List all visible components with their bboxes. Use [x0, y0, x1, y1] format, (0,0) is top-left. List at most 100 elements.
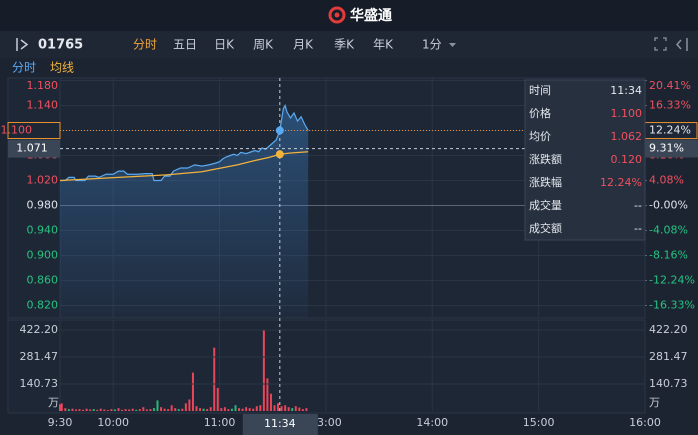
volume-bar	[294, 406, 297, 411]
legend-entry: 分时	[12, 61, 36, 75]
volume-bar	[82, 409, 85, 411]
tab[interactable]: 五日	[173, 38, 197, 52]
volume-bar	[124, 409, 127, 411]
volume-bar	[291, 408, 294, 411]
crosshair-x-box	[242, 414, 318, 435]
volume-bar	[277, 403, 280, 411]
volume-bar	[230, 408, 233, 411]
crosshair-dot	[275, 126, 284, 135]
y-tick-label: 0.980	[27, 199, 59, 212]
volume-bar	[110, 409, 113, 411]
tooltip	[524, 79, 646, 241]
tooltip-label: 时间	[529, 84, 551, 97]
tooltip-label: 均价	[529, 130, 551, 143]
volume-bar	[103, 409, 106, 411]
volume-bar	[142, 407, 145, 411]
legend-entry: 均线	[50, 61, 74, 75]
volume-bar	[223, 407, 226, 411]
volume-bar	[234, 405, 237, 411]
volume-bar	[252, 408, 255, 411]
tab[interactable]: 分时	[133, 38, 157, 52]
y-tick-label: 0.900	[27, 249, 59, 262]
volume-bar	[184, 403, 187, 411]
crosshair-y2-box	[645, 139, 698, 158]
y-tick-label: 0.940	[27, 224, 59, 237]
volume-bar	[191, 372, 194, 411]
tooltip-label: 成交额	[529, 221, 562, 235]
price-area	[60, 105, 309, 318]
fullscreen-icon[interactable]	[654, 37, 667, 51]
volume-bar	[259, 405, 262, 411]
tab[interactable]: 日K	[214, 38, 235, 52]
stock-code: 01765	[38, 38, 83, 53]
tooltip-value: --	[634, 222, 642, 235]
brand: 华盛通	[350, 7, 392, 24]
dropdown-arrow[interactable]	[449, 43, 456, 47]
volume-bar	[287, 407, 290, 411]
volume-bar	[188, 399, 191, 411]
tooltip-value: 11:34	[610, 84, 642, 97]
volume-bar	[74, 409, 77, 411]
volume-bar	[167, 409, 170, 411]
volume-bar	[152, 408, 155, 411]
volume-bar	[106, 410, 109, 411]
tab[interactable]: 季K	[334, 38, 355, 52]
crosshair-dot	[275, 150, 284, 159]
volume-bar	[60, 403, 63, 411]
volume-bar	[220, 408, 223, 411]
toolbar	[0, 31, 698, 58]
volume-bar	[67, 409, 70, 411]
y2-tick-label: -12.24%	[649, 273, 695, 286]
crosshair-y-box	[8, 139, 60, 158]
collapse-icon[interactable]	[675, 38, 688, 51]
tooltip-label: 价格	[529, 106, 551, 120]
tooltip-value: --	[634, 199, 642, 212]
volume-bar	[181, 408, 184, 411]
x-tick-label: 16:00	[629, 416, 661, 429]
volume-bar	[96, 409, 99, 411]
volume-bar	[213, 347, 216, 411]
crosshair-y2-label: 9.31%	[649, 141, 684, 154]
volume-bar	[89, 409, 92, 411]
volume-bar	[145, 409, 148, 411]
y2-tick-label: -16.33%	[649, 299, 695, 312]
y-tick-label: 1.140	[27, 99, 59, 112]
brand-logo	[328, 6, 346, 24]
volume-bar	[255, 406, 258, 411]
tooltip-value: 12.24%	[600, 176, 642, 189]
volume-bar	[305, 408, 308, 411]
volume-bar	[301, 409, 304, 411]
volume-bar	[117, 408, 120, 411]
y2-tick-label: -0.00%	[649, 199, 688, 212]
x-tick-label: 10:00	[97, 416, 129, 429]
back-icon[interactable]	[16, 38, 29, 51]
y-tick-label: 0.860	[27, 274, 59, 287]
y2-tick-label: -8.16%	[649, 248, 688, 261]
volume-bar	[241, 408, 244, 411]
volume-bar	[138, 409, 141, 411]
volume-panel	[7, 319, 646, 414]
volume-bar	[64, 408, 67, 411]
volume-bar	[163, 408, 166, 411]
volume-bar	[160, 407, 163, 411]
volume-bar	[199, 408, 202, 411]
tab[interactable]: 年K	[373, 38, 394, 52]
volume-bar	[195, 406, 198, 411]
interval-select[interactable]: 1分	[422, 38, 442, 52]
volume-bar	[131, 408, 134, 411]
y2-tick-label: 16.33%	[649, 98, 691, 111]
crosshair-y-label: 1.071	[16, 142, 48, 155]
volume-bar	[284, 405, 287, 411]
volume-bar	[170, 405, 173, 411]
tab[interactable]: 月K	[293, 38, 314, 52]
y2-tick-label: 4.08%	[649, 174, 684, 187]
x-tick-label: 15:00	[523, 416, 555, 429]
volume-bar	[227, 409, 230, 411]
tab[interactable]: 周K	[253, 38, 274, 52]
volume-bar	[121, 409, 124, 411]
last-price-label: 1.100	[1, 124, 33, 137]
y2-tick-label: -4.08%	[649, 223, 688, 236]
volume-bar	[92, 409, 95, 411]
volume-bar	[206, 409, 209, 411]
